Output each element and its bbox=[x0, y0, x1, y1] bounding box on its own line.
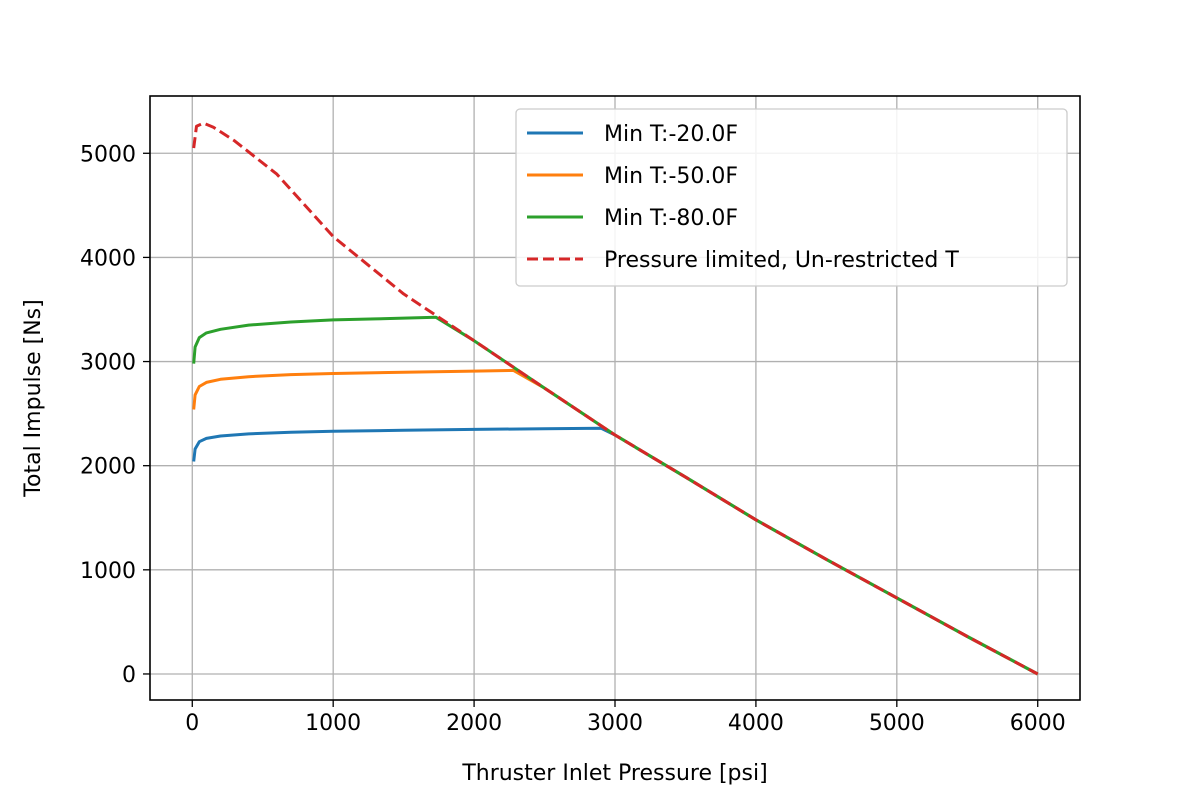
legend-label: Min T:-20.0F bbox=[604, 122, 738, 147]
y-tick-label: 0 bbox=[122, 663, 136, 688]
y-tick-label: 3000 bbox=[80, 351, 136, 376]
y-axis-label: Total Impulse [Ns] bbox=[21, 299, 46, 497]
y-tick-label: 2000 bbox=[80, 455, 136, 480]
legend-label: Min T:-50.0F bbox=[604, 164, 738, 189]
legend-label: Min T:-80.0F bbox=[604, 206, 738, 231]
y-axis-ticks: 0 1000 2000 3000 4000 5000 bbox=[80, 142, 150, 688]
y-tick-label: 1000 bbox=[80, 559, 136, 584]
legend-label: Pressure limited, Un-restricted T bbox=[604, 248, 959, 273]
grid bbox=[150, 96, 1080, 700]
x-tick-label: 2000 bbox=[446, 711, 502, 736]
x-tick-label: 6000 bbox=[1010, 711, 1066, 736]
series-lines bbox=[192, 121, 1039, 676]
x-axis-label: Thruster Inlet Pressure [psi] bbox=[461, 761, 767, 786]
legend-box bbox=[515, 108, 1068, 287]
legend: Min T:-20.0F Min T:-50.0F Min T:-80.0F Pres… bbox=[515, 108, 1068, 287]
x-tick-label: 1000 bbox=[305, 711, 361, 736]
y-tick-label: 5000 bbox=[80, 142, 136, 167]
x-axis-ticks: 0 1000 2000 3000 4000 5000 6000 bbox=[185, 700, 1066, 736]
x-tick-label: 3000 bbox=[587, 711, 643, 736]
x-tick-label: 5000 bbox=[869, 711, 925, 736]
x-tick-label: 4000 bbox=[728, 711, 784, 736]
series-line bbox=[192, 121, 1039, 676]
x-tick-label: 0 bbox=[185, 711, 199, 736]
y-tick-label: 4000 bbox=[80, 246, 136, 271]
